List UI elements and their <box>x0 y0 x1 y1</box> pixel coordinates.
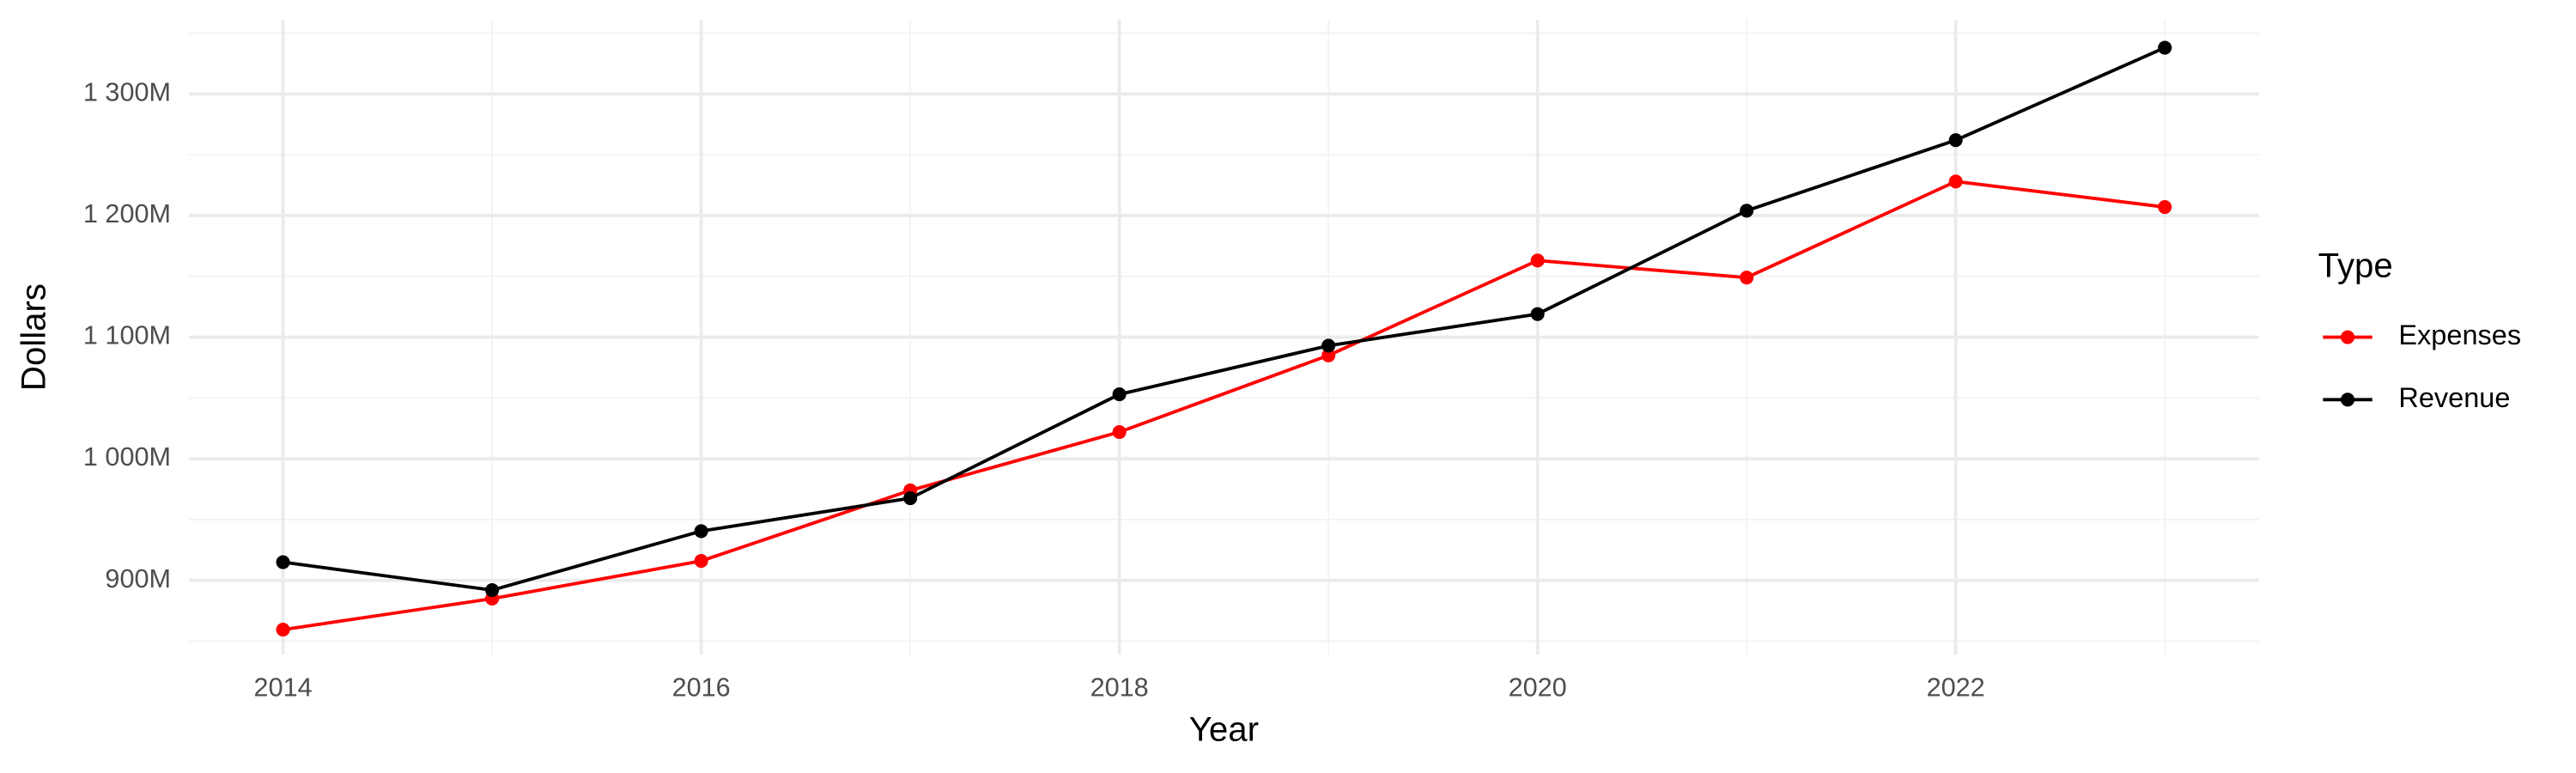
x-axis-title: Year <box>1189 710 1259 749</box>
data-point <box>2158 199 2172 215</box>
data-point <box>1948 133 1963 148</box>
x-tick-label: 2018 <box>1091 673 1149 702</box>
data-point <box>1948 174 1963 189</box>
y-tick-label: 1 000M <box>83 442 171 472</box>
data-point <box>1740 271 1754 285</box>
data-point <box>1530 307 1545 321</box>
series-line <box>283 180 2166 631</box>
x-tick-label: 2020 <box>1509 673 1567 702</box>
legend-label: Expenses <box>2398 320 2521 350</box>
x-tick-label: 2016 <box>672 673 731 702</box>
y-tick-label: 1 100M <box>83 321 171 350</box>
data-point <box>485 583 500 598</box>
data-point <box>1321 348 1336 362</box>
x-tick-label: 2022 <box>1927 673 1985 702</box>
legend-point <box>2341 330 2355 344</box>
data-point <box>694 554 708 569</box>
x-tick-label: 2014 <box>254 673 313 702</box>
legend-point <box>2341 393 2355 407</box>
data-point <box>1321 338 1336 353</box>
data-point <box>1112 387 1127 402</box>
legend-title: Type <box>2318 247 2393 285</box>
data-point <box>903 490 918 506</box>
data-point <box>276 623 290 637</box>
data-point <box>276 555 290 569</box>
data-point <box>2158 40 2172 55</box>
y-tick-label: 900M <box>105 564 171 593</box>
y-tick-label: 1 300M <box>83 77 171 107</box>
series-line <box>283 46 2166 593</box>
legend-label: Revenue <box>2398 382 2510 413</box>
data-point <box>1740 204 1754 218</box>
data-point <box>1112 424 1127 440</box>
data-point <box>1530 253 1545 268</box>
y-axis-title: Dollars <box>15 283 53 391</box>
y-tick-label: 1 200M <box>83 199 171 228</box>
data-point <box>694 524 708 539</box>
